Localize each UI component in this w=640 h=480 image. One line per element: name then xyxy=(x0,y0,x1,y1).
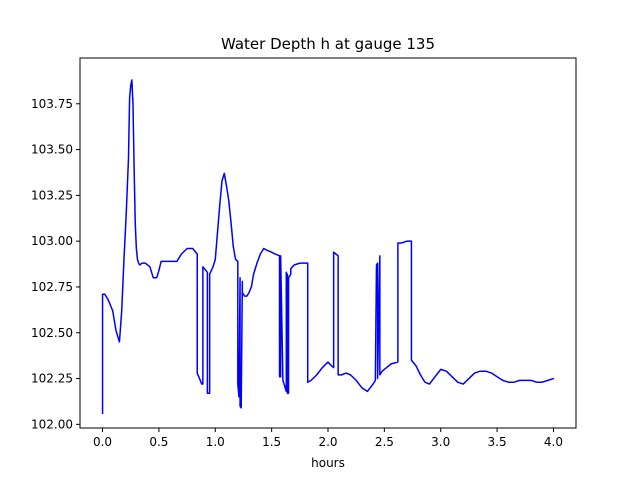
y-tick-label: 103.75 xyxy=(31,97,73,111)
plot-area-frame xyxy=(79,57,577,429)
x-axis-ticks: 0.0 0.5 1.0 1.5 2.0 2.5 3.0 3.5 4.0 xyxy=(93,428,563,449)
x-axis-label: hours xyxy=(311,456,345,470)
series-line-0 xyxy=(101,79,555,415)
y-tick-label: 103.25 xyxy=(31,188,73,202)
y-tick-label: 102.25 xyxy=(31,372,73,386)
x-tick-label: 2.0 xyxy=(318,435,337,449)
y-tick-label: 102.75 xyxy=(31,280,73,294)
x-tick-label: 0.0 xyxy=(93,435,112,449)
y-tick-label: 103.00 xyxy=(31,234,73,248)
x-tick-label: 3.0 xyxy=(431,435,450,449)
x-tick-label: 4.0 xyxy=(544,435,563,449)
x-tick-label: 1.5 xyxy=(262,435,281,449)
x-tick-label: 1.0 xyxy=(206,435,225,449)
plot-series xyxy=(101,79,555,415)
x-tick-label: 2.5 xyxy=(375,435,394,449)
x-tick-label: 3.5 xyxy=(488,435,507,449)
y-tick-label: 103.50 xyxy=(31,143,73,157)
x-tick-label: 0.5 xyxy=(149,435,168,449)
y-tick-label: 102.50 xyxy=(31,326,73,340)
chart-title: Water Depth h at gauge 135 xyxy=(221,35,435,53)
y-axis-ticks: 102.00 102.25 102.50 102.75 103.00 103.25 103.… xyxy=(31,97,80,431)
y-tick-label: 102.00 xyxy=(31,417,73,431)
